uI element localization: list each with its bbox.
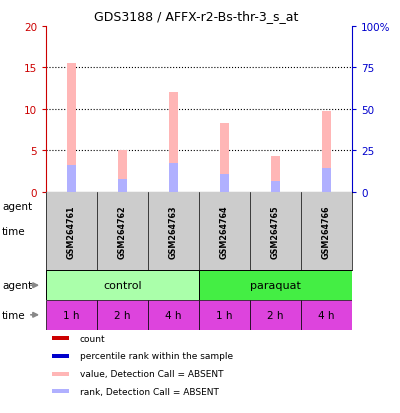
Text: count: count <box>80 334 105 343</box>
Text: GSM264765: GSM264765 <box>271 205 280 258</box>
Bar <box>67 166 76 192</box>
Text: agent: agent <box>2 202 32 211</box>
Bar <box>199 300 250 330</box>
Text: GSM264766: GSM264766 <box>322 205 331 258</box>
Text: 1 h: 1 h <box>216 310 233 320</box>
Text: control: control <box>103 280 142 290</box>
Bar <box>220 175 229 192</box>
Bar <box>46 300 97 330</box>
Text: GSM264763: GSM264763 <box>169 205 178 258</box>
Bar <box>118 151 127 192</box>
Bar <box>52 354 69 358</box>
Bar <box>250 300 301 330</box>
Bar <box>301 300 352 330</box>
Bar <box>52 336 69 340</box>
Bar <box>97 300 148 330</box>
Text: GSM264761: GSM264761 <box>67 205 76 258</box>
Text: 4 h: 4 h <box>318 310 335 320</box>
Text: GSM264764: GSM264764 <box>220 205 229 258</box>
Text: paraquat: paraquat <box>250 280 301 290</box>
Bar <box>271 181 280 192</box>
Bar <box>169 93 178 192</box>
Text: 2 h: 2 h <box>114 310 131 320</box>
Text: GDS3188 / AFFX-r2-Bs-thr-3_s_at: GDS3188 / AFFX-r2-Bs-thr-3_s_at <box>94 10 298 23</box>
Text: 2 h: 2 h <box>267 310 284 320</box>
Text: time: time <box>2 310 26 320</box>
Bar <box>52 389 69 393</box>
Text: rank, Detection Call = ABSENT: rank, Detection Call = ABSENT <box>80 387 218 396</box>
Text: value, Detection Call = ABSENT: value, Detection Call = ABSENT <box>80 369 223 378</box>
Bar <box>220 123 229 192</box>
Bar <box>67 64 76 192</box>
Text: 1 h: 1 h <box>63 310 80 320</box>
Text: percentile rank within the sample: percentile rank within the sample <box>80 351 233 361</box>
Bar <box>199 271 352 300</box>
Text: GSM264762: GSM264762 <box>118 205 127 258</box>
Bar <box>322 112 331 192</box>
Text: 4 h: 4 h <box>165 310 182 320</box>
Text: time: time <box>2 226 26 236</box>
Bar <box>118 180 127 192</box>
Bar <box>46 271 199 300</box>
Bar <box>322 169 331 192</box>
Bar <box>169 163 178 192</box>
Bar <box>148 300 199 330</box>
Bar <box>52 372 69 376</box>
Bar <box>271 157 280 192</box>
Text: agent: agent <box>2 280 32 290</box>
